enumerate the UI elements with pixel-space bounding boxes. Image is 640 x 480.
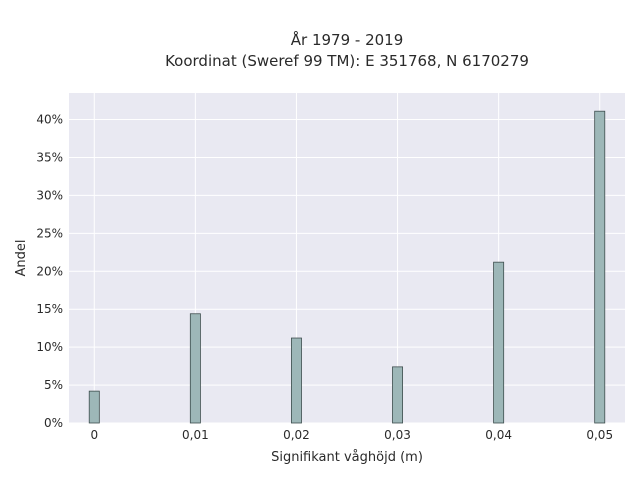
y-tick-label: 35% bbox=[36, 150, 63, 164]
y-axis-label: Andel bbox=[14, 240, 29, 277]
bar-0,01 bbox=[189, 313, 201, 424]
x-tick-label: 0,02 bbox=[283, 428, 310, 442]
y-axis-ticks: 0% 5% 10% 15% 20% 25% 30% 35% 40% bbox=[36, 113, 63, 430]
chart-title-line2: Koordinat (Sweref 99 TM): E 351768, N 61… bbox=[165, 52, 529, 70]
y-tick-label: 20% bbox=[36, 264, 63, 278]
x-tick-label: 0 bbox=[90, 428, 98, 442]
x-axis-label: Signifikant våghöjd (m) bbox=[271, 450, 423, 465]
plot-area bbox=[69, 93, 625, 423]
x-tick-label: 0,03 bbox=[384, 428, 411, 442]
y-tick-label: 15% bbox=[36, 302, 63, 316]
y-tick-label: 10% bbox=[36, 340, 63, 354]
y-tick-label: 30% bbox=[36, 188, 63, 202]
x-tick-label: 0,01 bbox=[182, 428, 209, 442]
bars bbox=[88, 110, 606, 424]
y-tick-label: 5% bbox=[44, 378, 63, 392]
x-tick-label: 0,05 bbox=[586, 428, 613, 442]
bar-0,05 bbox=[594, 110, 606, 424]
bar-0 bbox=[88, 390, 100, 424]
chart-title-line1: År 1979 - 2019 bbox=[291, 30, 404, 49]
bar-0,02 bbox=[290, 337, 302, 424]
y-tick-label: 25% bbox=[36, 226, 63, 240]
y-tick-label: 0% bbox=[44, 416, 63, 430]
bar-0,04 bbox=[493, 261, 505, 424]
x-tick-label: 0,04 bbox=[485, 428, 512, 442]
y-tick-label: 40% bbox=[36, 113, 63, 127]
bar-0,03 bbox=[392, 366, 403, 424]
x-axis-ticks: 0 0,01 0,02 0,03 0,04 0,05 bbox=[90, 428, 613, 442]
